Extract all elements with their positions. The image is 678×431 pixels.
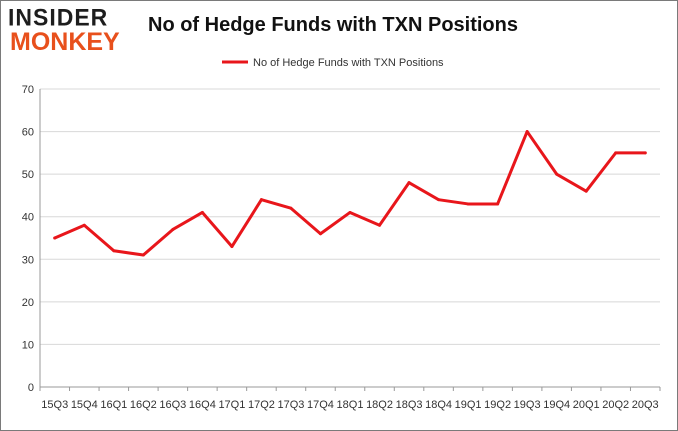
data-point [171, 227, 175, 231]
y-tick-label: 10 [22, 339, 34, 351]
x-tick-label: 20Q1 [573, 399, 600, 411]
data-point [378, 223, 382, 227]
data-point [496, 202, 500, 206]
y-tick-label: 50 [22, 169, 34, 181]
x-tick-label: 17Q1 [218, 399, 245, 411]
data-point [200, 210, 204, 214]
data-point [259, 198, 263, 202]
data-point [614, 151, 618, 155]
y-tick-label: 60 [22, 127, 34, 139]
x-tick-label: 16Q1 [100, 399, 127, 411]
x-tick-label: 19Q1 [455, 399, 482, 411]
x-tick-label: 15Q4 [71, 399, 98, 411]
data-point [466, 202, 470, 206]
data-point [53, 236, 57, 240]
series-line [53, 130, 647, 257]
data-point [555, 172, 559, 176]
data-point [141, 253, 145, 257]
y-tick-label: 0 [28, 382, 34, 394]
y-tick-label: 30 [22, 254, 34, 266]
x-tick-label: 19Q2 [484, 399, 511, 411]
x-tick-label: 17Q3 [277, 399, 304, 411]
x-tick-label: 19Q3 [514, 399, 541, 411]
chart-title: No of Hedge Funds with TXN Positions [148, 14, 518, 36]
y-tick-label: 40 [22, 212, 34, 224]
x-tick-label: 17Q2 [248, 399, 275, 411]
legend: No of Hedge Funds with TXN Positions [222, 57, 444, 69]
x-tick-label: 18Q1 [337, 399, 364, 411]
data-point [407, 181, 411, 185]
x-tick-label: 17Q4 [307, 399, 334, 411]
series-layer [53, 130, 647, 257]
data-point [289, 206, 293, 210]
x-tick-label: 16Q4 [189, 399, 216, 411]
data-point [230, 245, 234, 249]
x-tick-label: 18Q2 [366, 399, 393, 411]
x-tick-label: 16Q3 [159, 399, 186, 411]
logo-line-1: INSIDER [8, 3, 109, 31]
x-axis-ticks: 15Q3 15Q4 16Q1 16Q2 16Q3 16Q4 17Q1 17Q2 17Q3 17Q4… [39, 387, 661, 411]
grid-lines [39, 88, 660, 388]
legend-label: No of Hedge Funds with TXN Positions [253, 57, 444, 69]
y-tick-label: 70 [22, 84, 34, 96]
x-tick-label: 16Q2 [130, 399, 157, 411]
insider-monkey-logo: INSIDER MONKEY [8, 3, 126, 58]
x-tick-label: 18Q4 [425, 399, 452, 411]
data-point [348, 210, 352, 214]
logo-line-2: MONKEY [10, 28, 120, 56]
data-point [318, 232, 322, 236]
y-tick-label: 20 [22, 297, 34, 309]
x-tick-label: 20Q2 [602, 399, 629, 411]
data-point [437, 198, 441, 202]
x-tick-label: 20Q3 [632, 399, 659, 411]
x-tick-label: 15Q3 [41, 399, 68, 411]
x-tick-label: 18Q3 [396, 399, 423, 411]
data-point [525, 130, 529, 134]
x-tick-label: 19Q4 [543, 399, 570, 411]
y-axis-ticks: 0 10 20 30 40 50 60 70 [22, 84, 34, 394]
data-point [82, 223, 86, 227]
data-point [112, 249, 116, 253]
data-point [643, 151, 647, 155]
data-point [584, 189, 588, 193]
